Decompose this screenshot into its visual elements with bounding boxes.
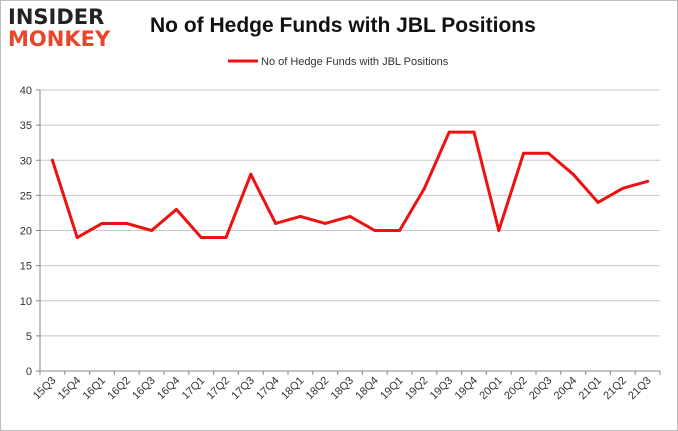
data-point <box>75 236 79 240</box>
x-tick-label: 21Q3 <box>626 375 654 403</box>
x-tick-label: 15Q3 <box>31 375 59 403</box>
x-tick-label: 20Q1 <box>477 375 505 403</box>
x-tick-label: 21Q1 <box>577 375 605 403</box>
data-point <box>298 214 302 218</box>
logo-line-1: INSIDER <box>8 5 105 29</box>
data-point <box>646 179 650 183</box>
x-axis-ticks: 15Q315Q416Q116Q216Q316Q417Q117Q217Q317Q4… <box>31 371 661 403</box>
x-tick-label: 20Q2 <box>502 375 530 403</box>
x-tick-label: 17Q1 <box>180 375 208 403</box>
data-point <box>125 221 129 225</box>
x-tick-label: 21Q2 <box>601 375 629 403</box>
insider-monkey-logo: INSIDER MONKEY <box>8 6 110 50</box>
series-line-0 <box>50 130 650 240</box>
x-tick-label: 15Q4 <box>56 375 84 403</box>
data-point <box>398 229 402 232</box>
y-tick-label: 10 <box>20 296 32 308</box>
x-tick-label: 20Q3 <box>527 375 555 403</box>
series-lines <box>50 130 650 240</box>
y-axis-ticks: 0 5 10 15 20 25 30 35 40 <box>20 85 40 378</box>
y-tick-label: 15 <box>20 261 32 273</box>
x-tick-label: 19Q3 <box>428 375 456 403</box>
x-tick-label: 17Q3 <box>229 375 257 403</box>
chart-title: No of Hedge Funds with JBL Positions <box>150 14 536 37</box>
data-point <box>447 130 451 134</box>
grid-lines <box>40 89 660 337</box>
data-point <box>571 172 575 176</box>
x-tick-label: 18Q3 <box>329 375 357 403</box>
x-tick-label: 16Q1 <box>81 375 109 403</box>
data-point <box>174 207 178 211</box>
x-tick-label: 19Q4 <box>453 375 481 403</box>
x-tick-label: 18Q4 <box>353 375 381 403</box>
y-tick-label: 0 <box>26 366 32 378</box>
x-tick-label: 19Q1 <box>378 375 406 403</box>
data-point <box>150 229 154 232</box>
axes <box>39 90 660 372</box>
data-point <box>596 200 600 204</box>
x-tick-label: 16Q3 <box>130 375 158 403</box>
x-tick-label: 18Q1 <box>279 375 307 403</box>
legend-label: No of Hedge Funds with JBL Positions <box>261 56 449 68</box>
data-point <box>274 221 278 225</box>
data-point <box>546 151 550 155</box>
data-point <box>323 221 327 225</box>
x-tick-label: 19Q2 <box>403 375 431 403</box>
data-point <box>249 172 253 176</box>
y-tick-label: 30 <box>20 155 32 167</box>
data-point <box>472 130 476 134</box>
data-point <box>522 151 526 155</box>
logo-line-2: MONKEY <box>8 27 111 51</box>
data-point <box>621 186 625 190</box>
y-tick-label: 40 <box>20 85 32 97</box>
data-point <box>422 186 426 190</box>
y-tick-label: 20 <box>20 226 32 238</box>
x-tick-label: 20Q4 <box>552 375 580 403</box>
data-point <box>497 229 501 232</box>
data-point <box>373 229 377 232</box>
data-point <box>50 158 54 162</box>
x-tick-label: 16Q4 <box>155 375 183 403</box>
data-point <box>348 214 352 218</box>
y-tick-label: 35 <box>20 120 32 132</box>
y-tick-label: 5 <box>26 331 32 343</box>
data-point <box>100 221 104 225</box>
legend: No of Hedge Funds with JBL Positions <box>228 56 449 68</box>
x-tick-label: 17Q4 <box>254 375 282 403</box>
data-point <box>224 236 228 240</box>
y-tick-label: 25 <box>20 190 32 202</box>
x-tick-label: 16Q2 <box>105 375 133 403</box>
x-tick-label: 17Q2 <box>205 375 233 403</box>
x-tick-label: 18Q2 <box>304 375 332 403</box>
data-point <box>199 236 203 240</box>
